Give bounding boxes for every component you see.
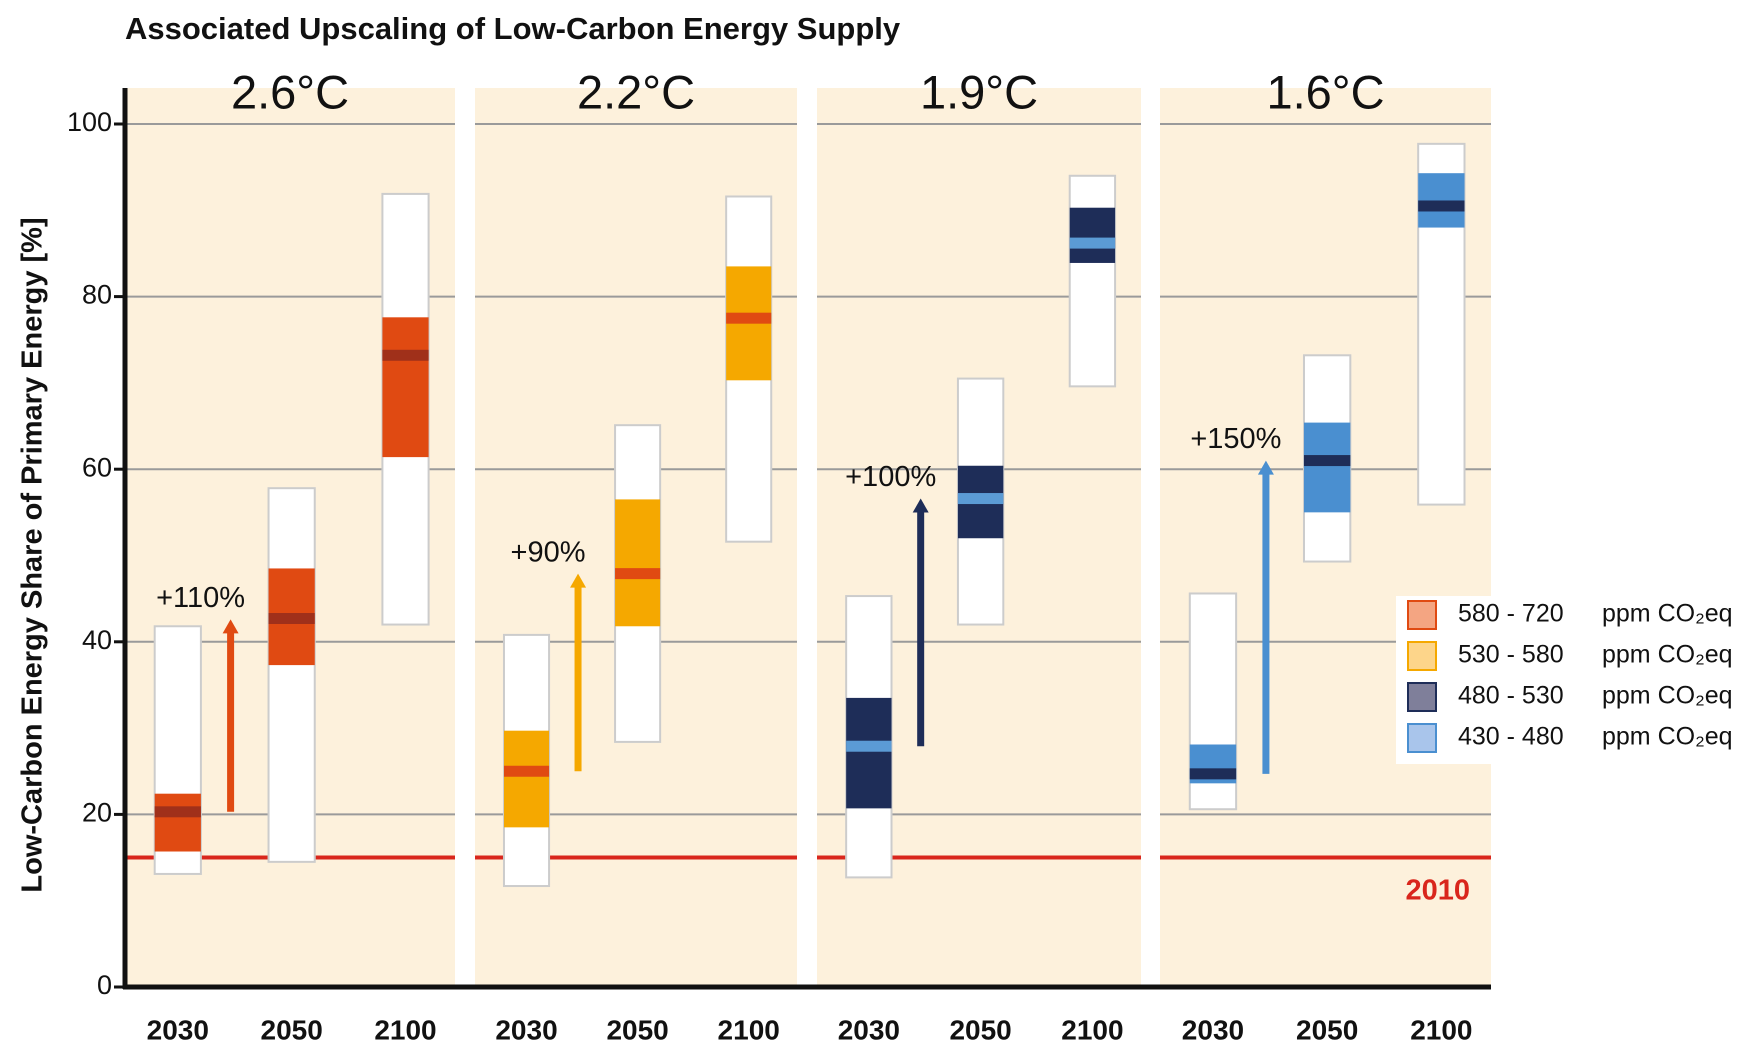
x-tick-label: 2030 [1182, 1014, 1244, 1045]
x-tick-label: 2100 [374, 1014, 436, 1045]
x-tick-label: 2050 [1296, 1014, 1358, 1045]
arrow-head [570, 573, 587, 588]
y-axis-label: Low-Carbon Energy Share of Primary Energ… [17, 217, 49, 892]
legend-unit: ppm CO₂eq [1602, 682, 1733, 710]
interquartile-box [382, 317, 429, 458]
x-tick-label: 2100 [1410, 1014, 1472, 1045]
arrow-label: +150% [1190, 423, 1281, 455]
x-tick-label: 2050 [606, 1014, 668, 1045]
median-band [726, 312, 772, 324]
legend-swatch [1407, 682, 1437, 712]
legend-swatch [1407, 600, 1437, 630]
legend-range: 530 - 580 [1458, 641, 1564, 669]
y-tick-label: 60 [82, 452, 112, 482]
legend-range: 580 - 720 [1458, 600, 1564, 628]
legend-unit: ppm CO₂eq [1602, 723, 1733, 751]
chart-title: Associated Upscaling of Low-Carbon Energ… [125, 11, 901, 46]
x-tick-label: 2050 [261, 1014, 323, 1045]
x-tick-label: 2030 [838, 1014, 900, 1045]
arrow-head [222, 619, 239, 634]
y-tick-label: 20 [82, 798, 112, 828]
legend-background [1396, 596, 1738, 764]
interquartile-box [846, 697, 892, 809]
legend-range: 480 - 530 [1458, 682, 1564, 710]
range-box [1068, 174, 1117, 388]
arrow-label: +110% [156, 582, 245, 614]
y-tick-label: 0 [97, 970, 112, 1000]
interquartile-box [1303, 422, 1351, 513]
reference-label: 2010 [1405, 875, 1470, 907]
median-band [268, 612, 315, 624]
panel-title: 1.9°C [920, 65, 1038, 118]
legend-range: 430 - 480 [1458, 723, 1564, 751]
median-band [503, 765, 550, 777]
median-band [846, 740, 892, 752]
median-band [1418, 200, 1465, 212]
interquartile-box [1418, 173, 1465, 228]
arrow-head [1257, 460, 1274, 475]
x-tick-label: 2050 [949, 1014, 1011, 1045]
interquartile-box [615, 499, 661, 627]
x-tick-label: 2100 [718, 1014, 780, 1045]
y-tick-label: 40 [82, 625, 112, 655]
legend-unit: ppm CO₂eq [1602, 641, 1733, 669]
arrow-label: +100% [845, 461, 936, 493]
interquartile-box [503, 730, 550, 828]
median-band [382, 349, 429, 361]
interquartile-box [154, 793, 201, 852]
median-band [154, 806, 201, 818]
panel-title: 2.2°C [577, 65, 695, 118]
y-tick-label: 100 [67, 107, 112, 137]
panel-title: 2.6°C [231, 65, 349, 118]
median-band [1069, 237, 1116, 249]
legend-unit: ppm CO₂eq [1602, 600, 1733, 628]
legend-swatch [1407, 641, 1437, 671]
x-tick-label: 2030 [147, 1014, 209, 1045]
panel-title: 1.6°C [1266, 65, 1384, 118]
median-band [615, 568, 661, 580]
legend-swatch [1407, 723, 1437, 753]
median-band [957, 493, 1004, 505]
x-tick-label: 2100 [1061, 1014, 1123, 1045]
arrow-head [912, 498, 929, 513]
x-tick-label: 2030 [495, 1014, 557, 1045]
interquartile-box [1069, 207, 1116, 263]
arrow-label: +90% [511, 536, 586, 568]
median-band [1303, 455, 1351, 467]
y-tick-label: 80 [82, 280, 112, 310]
range-box [267, 487, 316, 863]
median-band [1189, 768, 1237, 780]
